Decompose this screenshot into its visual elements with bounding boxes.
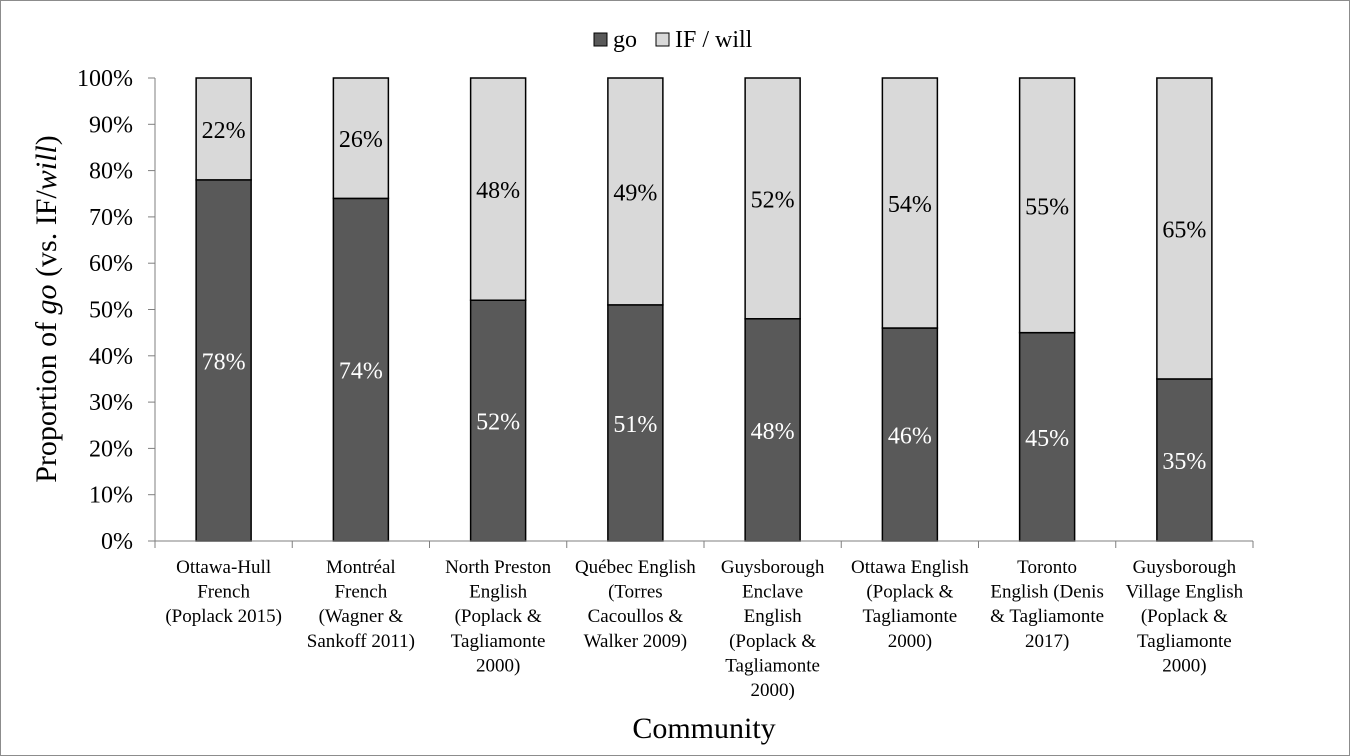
data-label-if-will: 22% <box>202 118 246 144</box>
data-label-go: 51% <box>613 412 657 438</box>
y-tick-label: 90% <box>89 112 133 138</box>
data-label-go: 78% <box>202 349 246 375</box>
bar-segment-go <box>469 299 527 542</box>
bar-segment-if-will <box>195 77 252 181</box>
y-axis-title-italic-will: will <box>30 145 63 190</box>
x-tick-label: English (Denis <box>990 582 1103 603</box>
data-label-if-will: 55% <box>1025 194 1069 220</box>
x-tick-label: (Poplack & <box>1141 606 1228 627</box>
x-tick-label: Guysborough <box>721 557 825 578</box>
data-label-go: 35% <box>1162 449 1206 475</box>
x-tick-label: Walker 2009) <box>584 631 687 652</box>
data-label-if-will: 49% <box>613 180 657 206</box>
y-tick-label: 10% <box>89 483 133 509</box>
bar-segment-if-will <box>881 77 939 329</box>
x-axis-labels: Ottawa-Hull French (Poplack 2015) Montréal F… <box>165 557 1243 701</box>
x-tick-label: French <box>334 582 387 603</box>
legend: go IF / will <box>593 27 753 53</box>
data-label-go: 74% <box>339 359 383 385</box>
y-axis-title-suffix: ) <box>30 135 63 145</box>
bar-segment-go <box>332 197 390 542</box>
data-label-go: 48% <box>751 419 795 445</box>
data-label-if-will: 52% <box>751 187 795 213</box>
x-tick-label: Cacoullos & <box>588 606 684 627</box>
bar-segment-if-will <box>469 77 527 301</box>
y-axis-title-italic-go: go <box>30 284 63 314</box>
bar-segment-go <box>1156 378 1213 542</box>
y-axis-ticks: 0% 10% 20% 30% 40% 50% 60% 70% 80% 90% 100% <box>77 66 133 555</box>
x-tick-label: 2017) <box>1025 631 1069 652</box>
bar-segment-go <box>195 179 252 542</box>
x-tick-label: 2000) <box>888 631 932 652</box>
x-tick-label: Tagliamonte <box>863 606 958 627</box>
y-tick-label: 100% <box>77 66 133 92</box>
x-tick-label: Tagliamonte <box>451 631 546 652</box>
y-tick-label: 70% <box>89 205 133 231</box>
x-tick-label: & Tagliamonte <box>990 606 1104 627</box>
x-tick-label: English <box>469 582 528 603</box>
x-tick-label: Toronto <box>1017 557 1077 578</box>
x-tick-label: Ottawa-Hull <box>176 557 271 578</box>
x-tick-label: 2000) <box>476 655 520 676</box>
bar-segment-if-will <box>1156 77 1213 380</box>
bar-segment-if-will <box>744 77 801 320</box>
data-label-if-will: 26% <box>339 127 383 153</box>
legend-swatch-if-will <box>655 32 670 47</box>
x-tick-label: Ottawa English <box>851 557 969 578</box>
x-tick-label: Sankoff 2011) <box>307 631 415 652</box>
y-tick-label: 20% <box>89 436 133 462</box>
x-tick-label: (Poplack & <box>455 606 542 627</box>
y-tick-label: 40% <box>89 344 133 370</box>
x-tick-label: Montréal <box>326 557 396 578</box>
axes <box>148 77 1254 548</box>
y-axis-title-middle: (vs. IF/ <box>30 190 63 285</box>
x-tick-label: 2000) <box>750 680 794 701</box>
x-tick-label: Enclave <box>742 582 803 603</box>
x-tick-label: Tagliamonte <box>725 655 820 676</box>
x-tick-label: Tagliamonte <box>1137 631 1232 652</box>
y-axis-title-prefix: Proportion of <box>30 314 63 482</box>
x-tick-label: (Wagner & <box>319 606 404 627</box>
legend-label-if-will: IF / will <box>675 27 753 53</box>
y-tick-label: 0% <box>101 529 133 555</box>
bar-segment-go <box>881 327 939 542</box>
data-label-if-will: 48% <box>476 178 520 204</box>
x-tick-label: Village English <box>1126 582 1244 603</box>
legend-swatch-go <box>593 32 608 47</box>
legend-label-go: go <box>613 27 637 53</box>
data-label-go: 46% <box>888 424 932 450</box>
data-label-go: 52% <box>476 410 520 436</box>
data-label-go: 45% <box>1025 426 1069 452</box>
data-label-if-will: 65% <box>1162 217 1206 243</box>
bars: 78% 22% 74% 26% 52% 48% 51% 49% 48% 52% 46% 54% 45% 5… <box>195 77 1213 542</box>
bar-segment-if-will <box>1018 77 1076 334</box>
y-tick-label: 50% <box>89 298 133 324</box>
x-tick-label: (Torres <box>608 582 663 603</box>
x-tick-label: Guysborough <box>1133 557 1237 578</box>
x-tick-label: (Poplack & <box>729 631 816 652</box>
x-tick-label: (Poplack 2015) <box>165 606 282 627</box>
y-tick-label: 60% <box>89 251 133 277</box>
y-axis-title: Proportion of go (vs. IF/will) <box>30 135 63 483</box>
x-tick-label: 2000) <box>1162 655 1206 676</box>
x-tick-label: French <box>197 582 250 603</box>
x-axis-title: Community <box>632 712 775 745</box>
bar-segment-if-will <box>332 77 390 200</box>
data-label-if-will: 54% <box>888 192 932 218</box>
x-tick-label: North Preston <box>445 557 552 578</box>
y-tick-label: 30% <box>89 390 133 416</box>
x-tick-label: (Poplack & <box>866 582 953 603</box>
x-tick-label: English <box>744 606 803 627</box>
bar-segment-if-will <box>607 77 664 306</box>
bar-segment-go <box>744 318 801 542</box>
x-tick-label: Québec English <box>575 557 696 578</box>
y-tick-label: 80% <box>89 159 133 185</box>
bar-segment-go <box>607 304 664 542</box>
